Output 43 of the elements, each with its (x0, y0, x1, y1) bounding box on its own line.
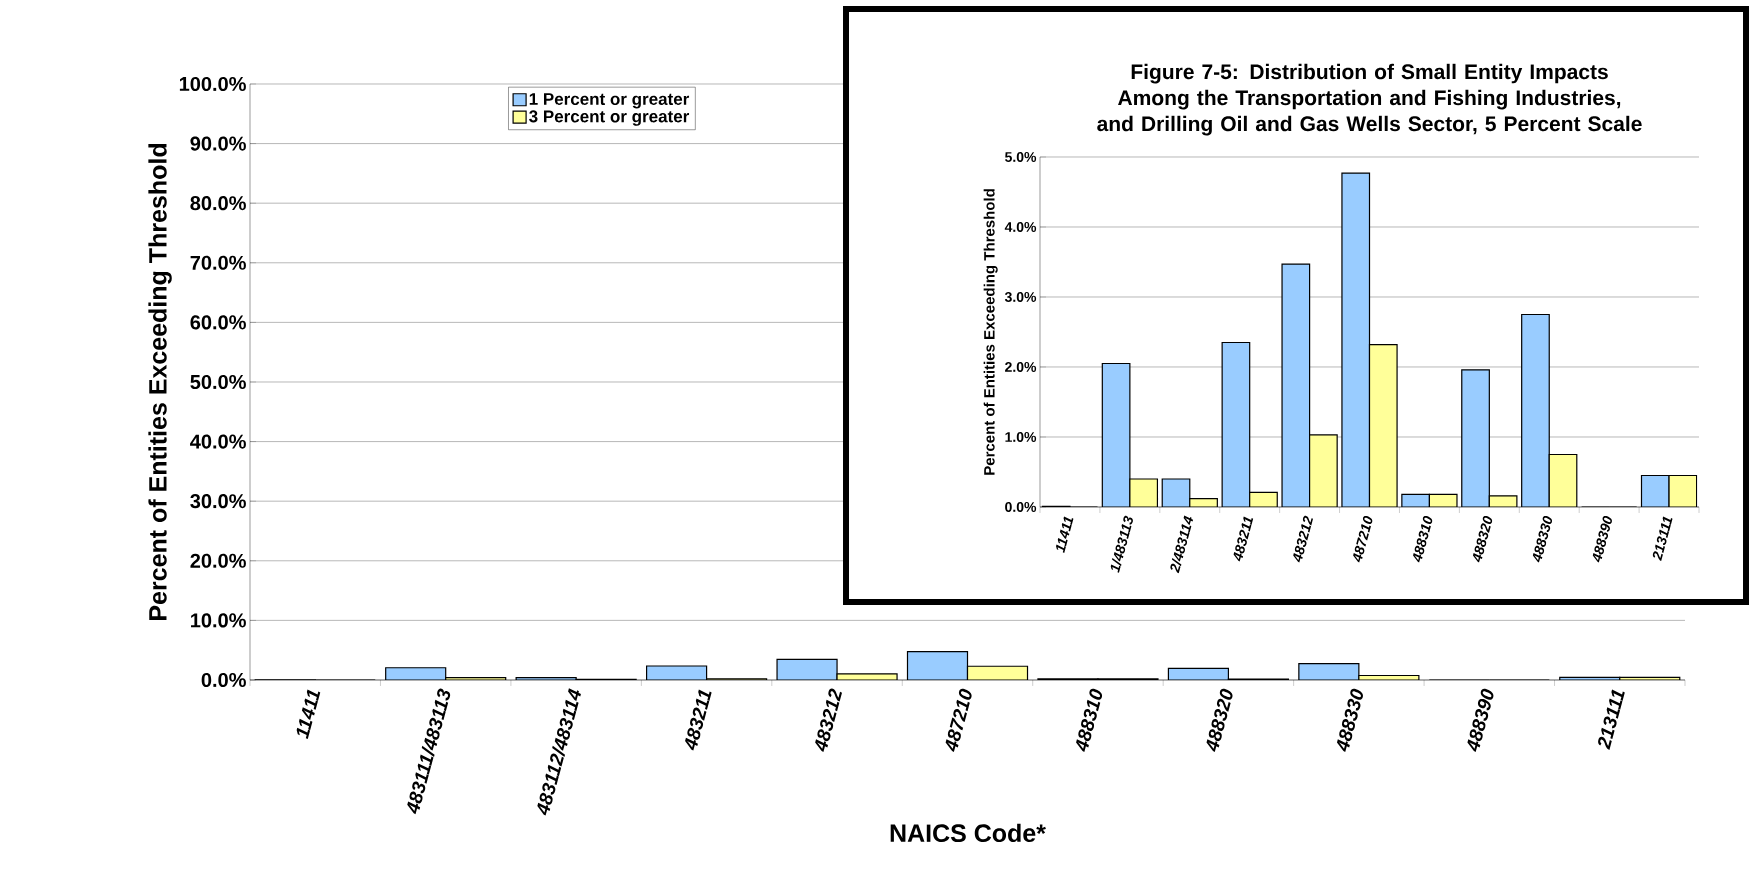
y-tick-label: 0.0% (201, 672, 246, 688)
y-tick-label: 4.0% (1004, 222, 1037, 232)
legend-label: 3 Percent or greater (529, 110, 690, 126)
x-tick-label: 483211 (685, 689, 712, 751)
x-tick-label: 11411 (296, 689, 321, 740)
x-tick-label: 488320 (1472, 515, 1493, 563)
x-tick-label: 11411 (1056, 516, 1074, 554)
y-tick-label: 3.0% (1004, 292, 1037, 302)
legend-label: 1 Percent or greater (529, 93, 690, 109)
x-tick-label: 487210 (1353, 515, 1373, 563)
y-tick-label: 80.0% (190, 196, 246, 211)
x-tick-label: 1/483113 (1110, 515, 1133, 573)
x-tick-label: 483211 (1233, 516, 1254, 562)
y-tick-label: 40.0% (190, 434, 246, 449)
y-tick-label: 1.0% (1005, 432, 1037, 442)
y-tick-label: 20.0% (190, 553, 246, 568)
x-tick-label: 213111 (1598, 689, 1625, 750)
y-tick-label: 10.0% (191, 613, 246, 628)
chart-title: Figure 7-5: Distribution of Small Entity Impacts Among the Transportation and Fishing Industries, and Drilling Oil and Gas Wells Sector, 5 Percent Scale (1097, 63, 1642, 136)
x-tick-label: 483212 (1293, 515, 1314, 563)
y-tick-label: 100.0% (179, 76, 246, 92)
y-tick-label: 50.0% (190, 374, 246, 390)
y-axis-title: Percent of Entities Exceeding Threshold (983, 189, 998, 475)
x-tick-label: 488320 (1206, 688, 1233, 752)
x-tick-label: 488310 (1076, 688, 1103, 752)
x-tick-label: 2/483114 (1170, 515, 1194, 574)
x-tick-label: 487210 (945, 688, 972, 752)
x-axis-title: NAICS Code* (890, 823, 1046, 843)
y-tick-label: 70.0% (190, 255, 246, 270)
y-axis-title: Percent of Entities Exceeding Threshold (148, 144, 172, 620)
x-tick-label: 488390 (1467, 688, 1494, 752)
y-tick-label: 60.0% (190, 315, 246, 330)
y-tick-label: 0.0% (1005, 502, 1037, 512)
y-tick-label: 90.0% (190, 136, 246, 151)
x-tick-label: 488330 (1336, 688, 1364, 752)
x-tick-label: 488390 (1592, 515, 1612, 563)
x-tick-label: 488330 (1532, 515, 1553, 563)
x-tick-label: 213111 (1652, 516, 1673, 561)
y-tick-label: 30.0% (190, 494, 246, 509)
y-tick-label: 5.0% (1004, 152, 1037, 162)
y-tick-label: 2.0% (1005, 362, 1037, 372)
x-tick-label: 483212 (815, 688, 843, 752)
x-tick-label: 488310 (1413, 515, 1433, 563)
